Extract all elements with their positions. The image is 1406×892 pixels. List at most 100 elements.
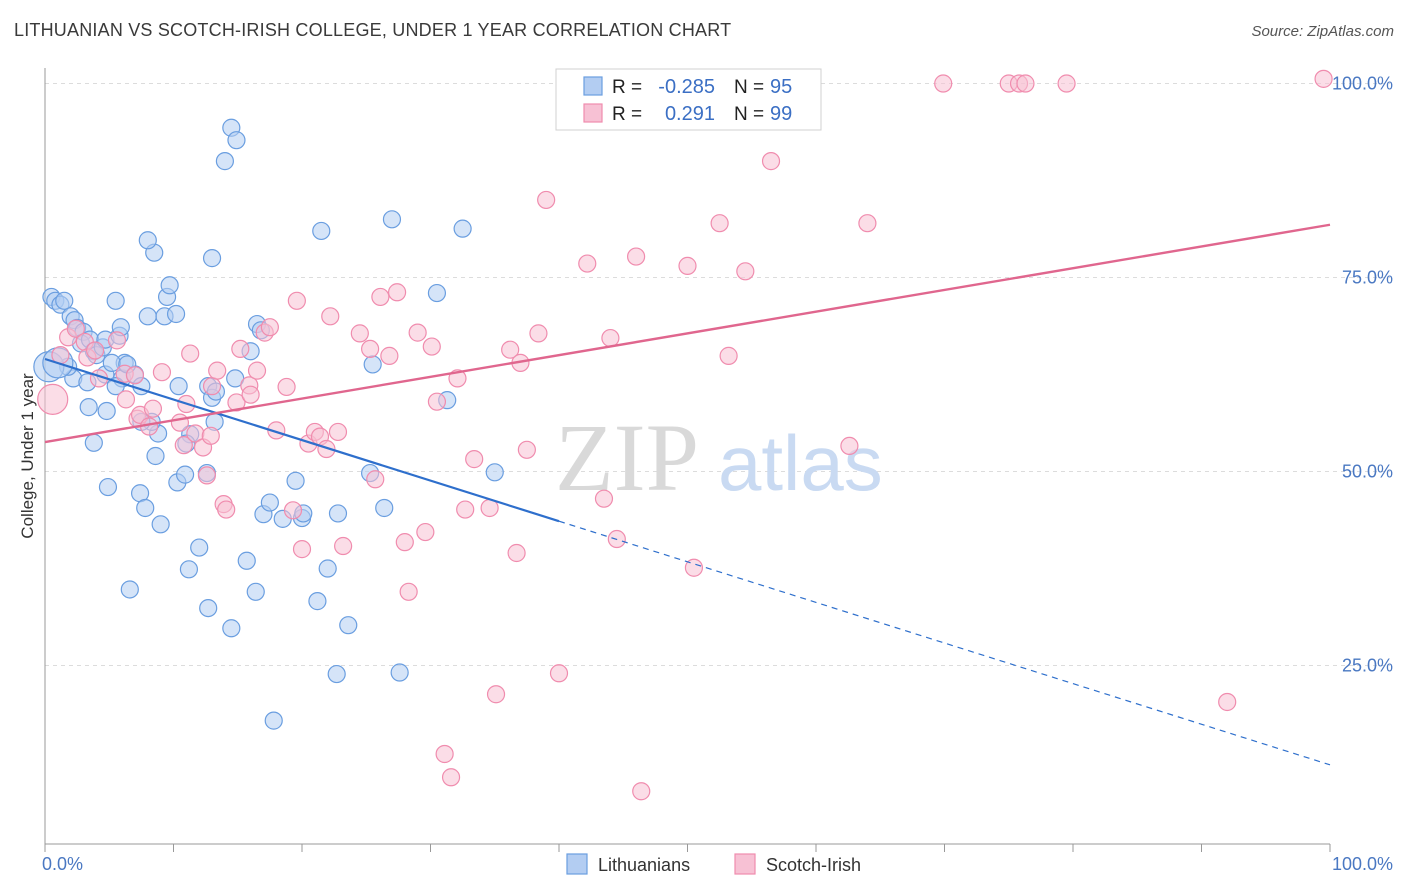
lithuanian-point-77 [318,559,337,578]
data-points [33,69,1333,801]
chart-title: LITHUANIAN VS SCOTCH-IRISH COLLEGE, UNDE… [14,20,732,40]
lithuanian-point-74 [286,471,305,490]
stats-swatch-0 [583,76,603,96]
legend-swatch-0 [566,853,588,875]
scotch-irish-point-72 [537,190,556,210]
lithuanian-point-80 [327,664,346,684]
x-tick-label-min: 0.0% [42,854,83,874]
lithuanian-point-90 [363,355,382,374]
stats-n-label-1: N = [734,104,764,125]
lithuanian-point-84 [390,663,409,682]
scotch-irish-point-80 [626,247,646,266]
lithuanian-point-60 [136,498,155,518]
y-tick-label-75: 75.0% [1342,268,1393,288]
y-tick-label-25: 25.0% [1342,656,1393,676]
watermark-zip: ZIP [555,404,699,511]
scotch-irish-point-6 [86,341,105,360]
scotch-irish-point-63 [456,500,475,519]
lithuanian-point-67 [199,598,218,618]
legend-label-1: Scotch-Irish [766,855,861,875]
gridlines [45,83,1390,667]
scotch-irish-point-70 [517,440,536,459]
scotch-irish-point-8 [107,331,127,350]
scotch-irish-point-0 [37,383,69,415]
scotch-irish-point-56 [408,323,427,342]
scotch-irish-point-67 [501,340,520,359]
stats-n-label-0: N = [734,77,764,98]
lithuanian-point-66 [179,560,199,579]
scotch-irish-point-10 [116,390,136,409]
scotch-irish-point-17 [170,413,190,432]
scotch-irish-point-85 [710,214,729,233]
scotch-irish-point-64 [465,450,484,469]
scotch-irish-point-92 [934,74,953,93]
lithuanian-point-79 [328,504,348,523]
scotch-irish-point-40 [292,540,312,559]
axes [44,68,1331,852]
scotch-irish-point-16 [152,363,172,382]
scotch-irish-point-61 [441,768,461,787]
scotch-irish-point-57 [416,522,435,542]
lithuanian-point-86 [120,580,139,599]
scotch-irish-point-58 [422,337,441,356]
lithuanian-point-42 [215,152,234,171]
lithuanian-point-85 [264,711,283,730]
scotch-irish-point-68 [507,543,526,563]
scotch-irish-point-52 [380,346,399,365]
scotch-irish-point-23 [197,466,217,485]
stats-n-value-0: 95 [770,76,792,98]
trend-lines [44,223,1331,766]
scotch-irish-point-66 [486,685,506,704]
stats-legend: R = -0.285 N = 95 R = 0.291 N = 99 [555,68,822,131]
scotch-irish-point-30 [231,339,250,359]
lithuanian-point-83 [375,498,394,518]
lithuanian-point-58 [146,446,165,466]
scotch-irish-point-49 [361,339,380,359]
lithuanian-trend-line [44,357,560,523]
scotch-irish-point-20 [181,344,200,363]
scotch-irish-point-91 [858,214,877,233]
scotch-irish-point-18 [174,436,193,455]
scotch-irish-point-35 [260,318,279,337]
scotch-irish-point-87 [736,262,755,281]
scotch-irish-point-76 [578,254,597,273]
tick-labels: 25.0% 50.0% 75.0% 100.0% 0.0% 100.0% College, … [18,74,1393,874]
lithuanian-point-87 [98,477,118,497]
lithuanian-point-68 [222,619,241,638]
stats-r-value-1: 0.291 [665,103,715,125]
lithuanian-point-34 [166,304,186,324]
lithuanian-point-24 [97,401,116,421]
scotch-irish-point-26 [208,361,227,380]
lithuanian-point-61 [151,515,170,534]
scotch-irish-point-97 [1218,692,1237,712]
watermark-atlas: atlas [718,419,883,507]
scotch-irish-point-59 [427,392,447,411]
lithuanian-point-44 [382,210,402,229]
scotch-irish-point-3 [66,319,85,338]
scotch-irish-point-51 [371,287,390,307]
lithuanian-point-81 [339,616,358,635]
y-tick-label-50: 50.0% [1342,462,1393,482]
scotch-irish-point-37 [277,377,296,397]
scotch-irish-point-78 [601,328,620,348]
scotch-irish-point-33 [247,361,267,380]
scotch-irish-point-48 [350,324,369,343]
lithuanian-point-38 [138,231,157,250]
lithuanian-point-63 [175,465,195,484]
scotch-irish-point-44 [317,439,336,459]
legend-label-0: Lithuanians [598,855,690,875]
scotch-irish-point-77 [594,489,614,508]
scotch-irish-point-32 [241,385,260,404]
lithuanian-point-89 [485,463,504,482]
stats-r-label-0: R = [612,77,642,98]
stats-r-value-0: -0.285 [658,76,715,98]
scotch-irish-point-24 [201,426,220,445]
stats-r-label-1: R = [612,104,642,125]
scotch-irish-point-84 [684,558,704,577]
y-axis-title: College, Under 1 year [18,373,37,539]
scotch-irish-point-60 [435,744,454,764]
lithuanian-point-28 [79,398,98,417]
lithuanian-point-69 [237,551,256,570]
scotch-irish-point-83 [678,256,697,275]
